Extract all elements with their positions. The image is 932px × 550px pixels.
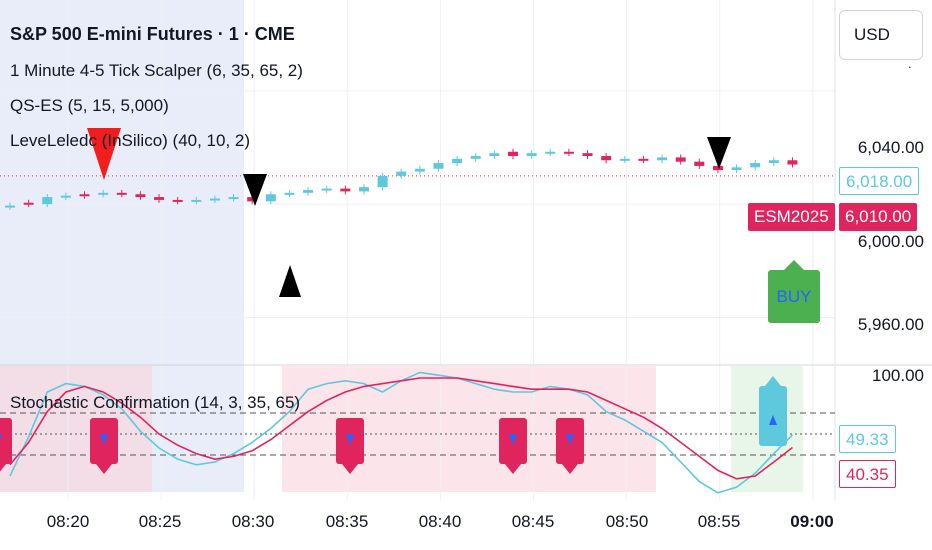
candle: [191, 199, 202, 202]
time-label: 08:55: [697, 512, 741, 531]
sell-marker-icon: [0, 418, 12, 464]
sell-marker-arrow: [566, 434, 574, 445]
time-label: 08:30: [231, 512, 275, 531]
sell-marker-tail: [342, 464, 358, 474]
time-label: 09:00: [790, 512, 834, 531]
candle: [209, 198, 220, 201]
candle: [675, 157, 686, 162]
candle: [508, 151, 519, 156]
price-badge-cyan: 6,018.00: [839, 167, 920, 195]
candle: [712, 165, 723, 171]
candle: [787, 160, 798, 165]
candle: [396, 171, 407, 176]
time-label: 08:40: [418, 512, 462, 531]
candle: [154, 197, 165, 200]
candle: [526, 153, 537, 156]
candle: [228, 197, 239, 200]
buy-signal-label: BUY: [768, 260, 820, 323]
candle: [358, 187, 369, 192]
sell-marker-arrow: [509, 434, 517, 445]
candle: [563, 151, 574, 154]
candle: [731, 167, 742, 171]
candle: [750, 163, 761, 168]
candle: [694, 161, 705, 166]
price-tick-1: 6,040.00: [857, 138, 924, 157]
candle: [470, 156, 481, 159]
sell-marker-tail: [562, 464, 578, 474]
buy-marker-tail: [765, 376, 781, 386]
time-label: 08:35: [325, 512, 369, 531]
sell-marker-arrow: [346, 434, 354, 445]
candle: [619, 158, 630, 161]
symbol-badge[interactable]: ESM2025: [748, 203, 835, 231]
sell-marker-tail: [96, 464, 112, 474]
time-label: 08:45: [511, 512, 555, 531]
candle: [582, 153, 593, 156]
candle: [545, 151, 556, 154]
time-label: 08:20: [46, 512, 90, 531]
sell-signal-arrow-icon: [87, 128, 121, 180]
overbought-zone: [0, 366, 152, 492]
indicator-legend-scalper[interactable]: 1 Minute 4-5 Tick Scalper (6, 35, 65, 2): [10, 61, 303, 80]
price-tick-2: 6,000.00: [857, 232, 924, 251]
candle: [377, 175, 388, 188]
candle: [321, 188, 332, 191]
indicator-legend-levels[interactable]: LeveLeledc (InSilico) (40, 10, 2): [10, 131, 251, 150]
currency-button[interactable]: USD: [839, 10, 923, 60]
sell-marker-tail: [505, 464, 521, 474]
candle: [638, 158, 649, 161]
down-arrow-icon: [707, 137, 731, 169]
candle: [116, 192, 127, 195]
candle: [135, 194, 146, 198]
candle: [657, 157, 668, 161]
stoch-d-line: [9, 377, 793, 480]
candle: [98, 192, 109, 195]
candle: [284, 192, 295, 195]
candle: [601, 156, 612, 161]
down-arrow-icon: [243, 174, 267, 206]
osc-d-badge: 40.35: [839, 460, 896, 488]
buy-marker-arrow: [769, 415, 777, 425]
up-arrow-icon: [279, 265, 301, 297]
candle: [433, 163, 444, 169]
sell-marker-arrow: [100, 434, 108, 445]
time-label: 08:25: [138, 512, 182, 531]
candle: [303, 190, 314, 193]
time-label: 08:50: [605, 512, 649, 531]
last-price-badge: 6,010.00: [839, 203, 918, 231]
sell-marker-tail: [0, 464, 6, 472]
candle: [414, 168, 425, 172]
indicator-legend-qses[interactable]: QS-ES (5, 15, 5,000): [10, 96, 169, 115]
axis-dot: ·: [907, 59, 912, 74]
oscillator-title[interactable]: Stochastic Confirmation (14, 3, 35, 65): [10, 393, 301, 412]
candle: [265, 194, 276, 202]
osc-tick-100: 100.00: [872, 366, 924, 385]
osc-k-badge: 49.33: [839, 425, 896, 453]
candle: [247, 197, 258, 202]
sell-marker-arrow: [0, 434, 2, 440]
candle: [42, 197, 53, 205]
price-tick-3: 5,960.00: [857, 315, 924, 334]
candle: [452, 158, 463, 164]
candle: [5, 205, 15, 208]
chart-title: S&P 500 E-mini Futures · 1 · CME: [10, 24, 295, 44]
candle: [340, 188, 351, 192]
session-background: [0, 0, 244, 366]
candle: [489, 153, 500, 156]
candle: [23, 202, 34, 205]
candle: [60, 195, 71, 198]
candle: [172, 199, 183, 202]
candle: [79, 194, 90, 197]
candle: [768, 160, 779, 164]
